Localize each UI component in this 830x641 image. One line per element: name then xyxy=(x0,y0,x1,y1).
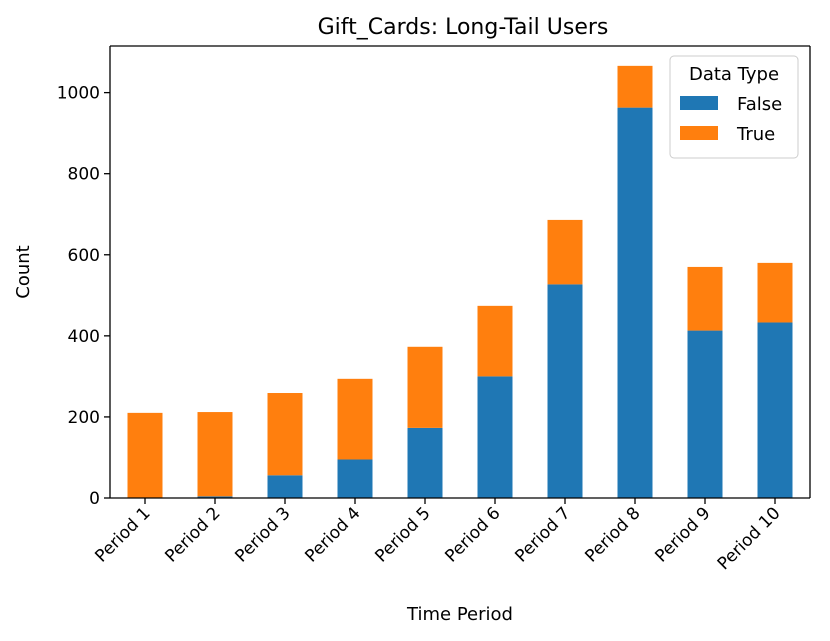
bar-true-period-5 xyxy=(407,346,443,428)
legend-swatch-true xyxy=(680,126,718,140)
legend: Data Type False True xyxy=(669,55,799,159)
chart-title: Gift_Cards: Long-Tail Users xyxy=(318,15,609,40)
x-tick-label: Period 3 xyxy=(231,503,294,566)
bar-true-period-7 xyxy=(547,219,583,285)
bar-false-period-7 xyxy=(547,284,583,498)
bar-true-period-8 xyxy=(617,65,653,108)
x-tick-label: Period 9 xyxy=(651,503,714,566)
legend-label-true: True xyxy=(736,124,775,145)
bar-false-period-2 xyxy=(197,496,233,498)
bar-true-period-6 xyxy=(477,305,513,377)
bar-true-period-9 xyxy=(687,266,723,331)
y-tick-label: 400 xyxy=(68,327,100,347)
bar-true-period-4 xyxy=(337,378,373,460)
bar-false-period-4 xyxy=(337,459,373,498)
bar-false-period-8 xyxy=(617,107,653,499)
x-ticks-group: Period 1 Period 2 Period 3 Period 4 Period 5… xyxy=(91,498,785,574)
x-tick-label: Period 4 xyxy=(301,503,364,566)
bar-true-period-1 xyxy=(127,412,163,498)
bar-false-period-3 xyxy=(267,475,303,498)
bar-false-period-5 xyxy=(407,427,443,498)
legend-label-false: False xyxy=(737,94,782,115)
legend-title: Data Type xyxy=(689,64,779,85)
bar-true-period-3 xyxy=(267,393,303,476)
x-tick-label: Period 5 xyxy=(371,503,434,566)
bar-true-period-10 xyxy=(757,262,793,323)
bar-false-period-6 xyxy=(477,376,513,498)
y-ticks-group: 0 200 400 600 800 1000 xyxy=(57,84,110,509)
y-tick-label: 800 xyxy=(68,165,100,185)
bar-false-period-9 xyxy=(687,330,723,498)
axes-group xyxy=(109,45,811,499)
x-tick-label: Period 10 xyxy=(714,503,785,574)
x-tick-label: Period 8 xyxy=(581,503,644,566)
x-axis-label: Time Period xyxy=(406,604,513,625)
y-tick-label: 200 xyxy=(68,408,100,428)
bars-group xyxy=(127,65,793,499)
x-tick-label: Period 6 xyxy=(441,503,504,566)
y-tick-label: 1000 xyxy=(57,84,100,104)
x-tick-label: Period 2 xyxy=(161,503,224,566)
x-tick-label: Period 7 xyxy=(511,503,574,566)
y-axis-label: Count xyxy=(13,245,34,298)
x-tick-label: Period 1 xyxy=(91,503,154,566)
y-tick-label: 0 xyxy=(89,489,100,509)
bar-false-period-10 xyxy=(757,322,793,498)
y-tick-label: 600 xyxy=(68,246,100,266)
legend-swatch-false xyxy=(680,96,718,110)
bar-true-period-2 xyxy=(197,412,233,497)
